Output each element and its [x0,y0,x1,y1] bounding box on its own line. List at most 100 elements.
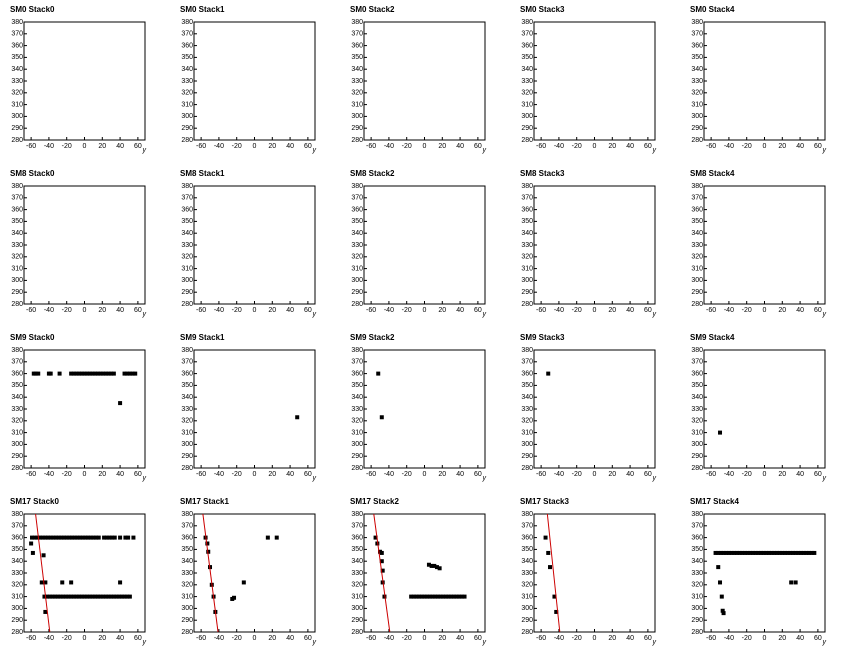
x-tick-label: 60 [134,471,142,478]
chart-title: SM8 Stack1 [180,169,225,178]
y-tick-label: 360 [351,370,363,377]
y-tick-label: 340 [691,66,703,73]
x-tick-label: 0 [423,143,427,150]
point [796,550,801,555]
y-tick-label: 360 [521,534,533,541]
point [47,594,52,599]
fit-line [373,513,391,633]
x-tick-label: -60 [536,307,546,314]
y-tick-label: 360 [11,206,23,213]
point [107,535,112,540]
x-tick-label: 20 [778,635,786,642]
y-tick-label: 360 [521,370,533,377]
point [459,594,464,599]
x-tick-label: 60 [304,635,312,642]
point [125,371,130,376]
point [373,535,378,540]
y-tick-label: 300 [521,113,533,120]
y-tick-label: 300 [11,277,23,284]
y-tick-label: 320 [351,418,363,425]
x-tick-label: -20 [572,307,582,314]
x-tick-label: -60 [536,143,546,150]
y-tick-label: 350 [691,218,703,225]
y-tick-label: 320 [11,90,23,97]
y-tick-label: 370 [691,31,703,38]
y-tick-label: 360 [691,534,703,541]
point [742,550,747,555]
y-tick-label: 300 [691,277,703,284]
y-tick-label: 310 [521,593,533,600]
x-tick-label: 40 [116,635,124,642]
y-tick-label: 280 [181,301,193,308]
point [750,550,755,555]
point [111,371,116,376]
y-tick-label: 280 [11,629,23,636]
x-tick-label: -20 [402,143,412,150]
chart-title: SM17 Stack2 [350,497,399,506]
y-tick-label: 360 [181,206,193,213]
point [721,611,726,616]
x-axis-label: y [822,311,827,318]
point [90,371,95,376]
point [114,594,119,599]
x-tick-label: 60 [474,471,482,478]
point [74,594,79,599]
y-tick-label: 330 [521,78,533,85]
x-tick-label: 0 [763,635,767,642]
x-axis-label: y [482,639,487,646]
point [123,535,128,540]
y-tick-label: 380 [181,19,193,26]
chart-title: SM0 Stack4 [690,5,735,14]
y-tick-label: 350 [691,546,703,553]
x-tick-label: 0 [763,143,767,150]
y-tick-label: 300 [521,605,533,612]
y-tick-label: 320 [521,90,533,97]
point [122,371,127,376]
point [69,371,74,376]
y-tick-label: 310 [351,101,363,108]
point [95,371,100,376]
y-tick-label: 320 [181,582,193,589]
x-tick-label: -20 [742,307,752,314]
y-tick-label: 290 [351,453,363,460]
point [726,550,731,555]
plot-frame [193,21,316,141]
y-tick-label: 350 [351,382,363,389]
point [737,550,742,555]
point [713,550,718,555]
x-tick-label: -40 [214,471,224,478]
y-tick-label: 340 [521,230,533,237]
y-tick-label: 370 [181,359,193,366]
point [788,550,793,555]
x-tick-label: 40 [456,307,464,314]
plot-frame [533,21,656,141]
point [789,580,794,585]
x-axis-label: y [822,475,827,482]
point [232,595,237,600]
y-tick-label: 350 [11,546,23,553]
y-tick-label: 290 [691,453,703,460]
y-tick-label: 300 [181,113,193,120]
point [33,371,38,376]
point [718,580,723,585]
plot-frame [363,21,486,141]
chart-title: SM17 Stack0 [10,497,59,506]
y-tick-label: 310 [181,265,193,272]
point [103,594,108,599]
y-tick-label: 310 [11,429,23,436]
x-tick-label: 40 [456,143,464,150]
x-tick-label: 60 [134,143,142,150]
point [753,550,758,555]
x-tick-label: -60 [366,307,376,314]
point [85,594,90,599]
x-tick-label: -40 [554,307,564,314]
y-tick-label: 310 [11,265,23,272]
x-tick-label: 0 [253,307,257,314]
y-tick-label: 280 [521,465,533,472]
x-tick-label: 20 [268,307,276,314]
y-tick-label: 320 [351,90,363,97]
plot-frame [703,349,826,469]
y-tick-label: 280 [691,301,703,308]
x-tick-label: 20 [778,143,786,150]
point [93,594,98,599]
